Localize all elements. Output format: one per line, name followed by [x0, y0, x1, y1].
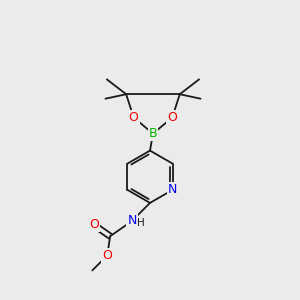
- Text: O: O: [89, 218, 99, 231]
- Text: N: N: [128, 214, 137, 227]
- Text: H: H: [137, 218, 145, 228]
- Text: N: N: [168, 183, 177, 196]
- Text: B: B: [149, 127, 157, 140]
- Text: O: O: [102, 249, 112, 262]
- Text: O: O: [129, 111, 139, 124]
- Text: O: O: [167, 111, 177, 124]
